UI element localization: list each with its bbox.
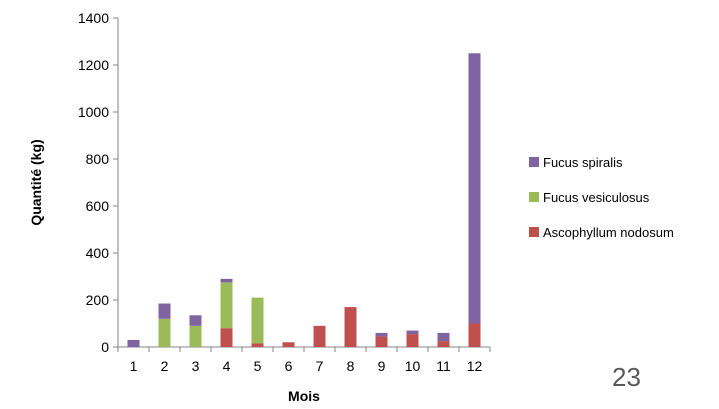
y-axis: 0 200 400 600 800 1000 1200 1400 (78, 10, 119, 355)
page-number: 23 (612, 362, 641, 392)
legend-label: Fucus vesiculosus (543, 190, 650, 205)
y-tick-label: 1000 (78, 104, 109, 120)
y-tick-label: 400 (86, 245, 110, 261)
bar-segment (437, 332, 450, 342)
x-tick-label: 9 (378, 358, 386, 374)
bar-segment (220, 282, 233, 329)
x-tick-label: 12 (467, 358, 483, 374)
bar-segment (375, 336, 388, 347)
x-tick-label: 1 (130, 358, 138, 374)
bar-segment (158, 318, 171, 347)
x-tick-label: 5 (254, 358, 262, 374)
legend-label: Fucus spiralis (543, 155, 623, 170)
legend-swatch (529, 157, 539, 167)
x-axis-title: Mois (288, 388, 320, 404)
x-tick-label: 8 (347, 358, 355, 374)
bar-segment (189, 315, 202, 326)
y-axis-title: Quantité (kg) (28, 139, 44, 225)
x-tick-label: 4 (223, 358, 231, 374)
x-tick-label: 10 (405, 358, 421, 374)
bar-segment (251, 343, 264, 347)
bar-segment (251, 297, 264, 344)
y-tick-label: 1200 (78, 57, 109, 73)
bar-segment (406, 334, 419, 347)
bar-segment (158, 303, 171, 319)
bar-segment (468, 323, 481, 347)
bar-segment (406, 330, 419, 335)
y-tick-label: 200 (86, 292, 110, 308)
y-tick-label: 600 (86, 198, 110, 214)
x-axis: 1 2 3 4 5 6 7 8 9 10 11 12 (117, 346, 491, 374)
y-tick-label: 800 (86, 151, 110, 167)
bar-segment (468, 53, 481, 324)
legend-label: Ascophyllum nodosum (543, 225, 674, 240)
x-tick-label: 7 (316, 358, 324, 374)
legend: Fucus spiralis Fucus vesiculosus Ascophyll… (529, 155, 674, 240)
x-tick-label: 11 (436, 358, 451, 374)
bar-segment (344, 307, 357, 347)
bar-segment (437, 341, 450, 347)
bar-segment (127, 339, 140, 347)
x-tick-label: 3 (192, 358, 200, 374)
x-tick-label: 2 (161, 358, 169, 374)
legend-swatch (529, 192, 539, 202)
bar-segment (282, 342, 295, 347)
bar-segment (189, 325, 202, 347)
y-tick-label: 1400 (78, 10, 109, 26)
bar-segment (313, 325, 326, 347)
bar-segment (220, 328, 233, 347)
legend-swatch (529, 227, 539, 237)
y-tick-label: 0 (101, 339, 109, 355)
x-tick-label: 6 (285, 358, 293, 374)
bars (127, 53, 481, 347)
bar-segment (220, 278, 233, 283)
bar-segment (375, 332, 388, 337)
